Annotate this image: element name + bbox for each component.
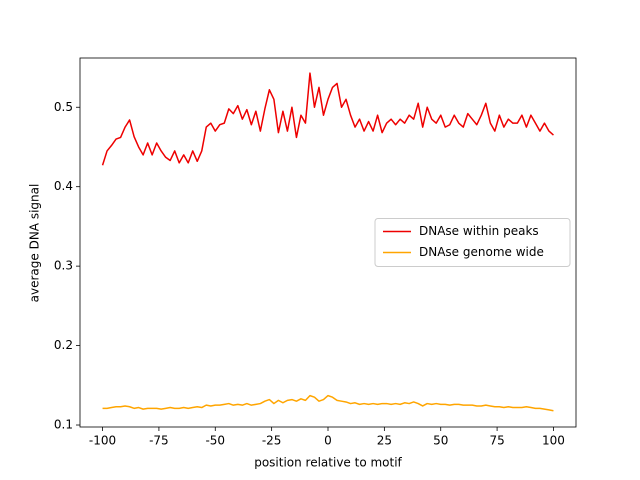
y-tick-label: 0.5 [54,100,73,114]
plot-frame [79,57,577,428]
legend-box [374,218,571,267]
y-tick-label: 0.3 [54,259,73,273]
series-line [101,72,554,166]
x-tick-label: -50 [205,434,225,448]
x-tick-label: 25 [377,434,392,448]
y-tick-label: 0.4 [54,179,73,193]
y-tick-label: 0.1 [54,418,73,432]
x-tick-label: -75 [149,434,169,448]
y-tick-label: 0.2 [54,338,73,352]
x-tick-label: 50 [433,434,448,448]
x-tick-label: 75 [489,434,504,448]
y-axis-label: average DNA signal [28,184,42,303]
x-tick-label: 0 [324,434,332,448]
legend-label: DNAse genome wide [419,245,544,259]
x-tick-label: -25 [262,434,282,448]
legend-label: DNAse within peaks [419,224,539,238]
x-tick-label: -100 [89,434,116,448]
series-line [102,394,554,412]
x-tick-label: 100 [542,434,565,448]
x-axis-label: position relative to motif [254,456,402,470]
